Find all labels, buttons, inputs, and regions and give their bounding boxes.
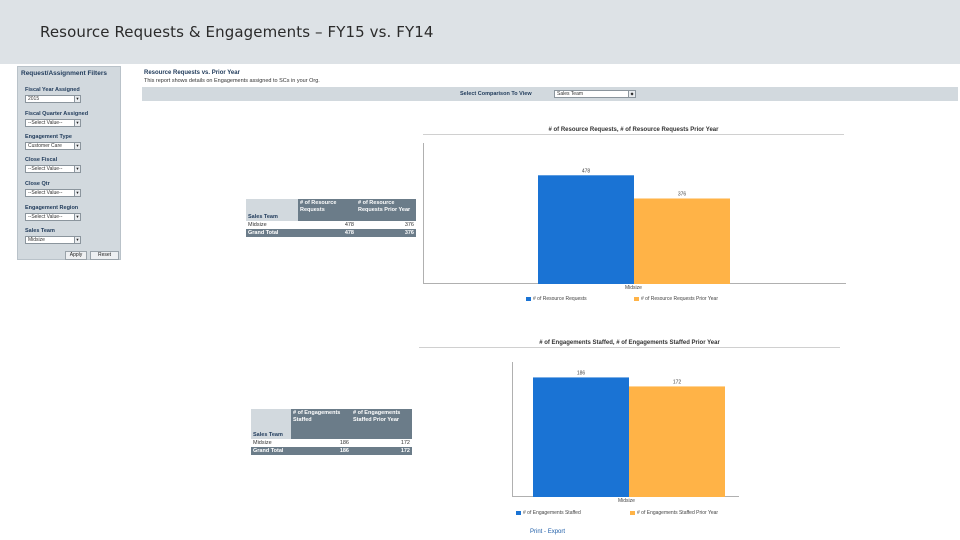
fiscal-year-label: Fiscal Year Assigned <box>25 87 80 93</box>
comparison-bar: Select Comparison To View Sales Team ◆ <box>142 87 958 101</box>
chart1-data-label-2: 376 <box>678 191 687 197</box>
table-total-cell: 172 <box>351 447 412 455</box>
table-cell: 172 <box>351 439 412 447</box>
chevron-down-icon[interactable]: ▼ <box>74 166 80 172</box>
table-total-name: Grand Total <box>246 229 298 237</box>
apply-button[interactable]: Apply <box>65 251 87 260</box>
chart1-bar-2[interactable] <box>634 198 730 284</box>
chart2-rule <box>419 347 840 348</box>
chevron-down-icon[interactable]: ▼ <box>74 237 80 243</box>
chevron-down-icon[interactable]: ▼ <box>74 120 80 126</box>
engagements-staffed-table: Sales Team # of Engagements Staffed # of… <box>251 409 412 455</box>
comparison-select[interactable]: Sales Team ◆ <box>554 90 636 98</box>
close-qtr-select[interactable]: --Select Value-- ▼ <box>25 189 81 197</box>
chart1-legend-label-1: # of Resource Requests <box>533 296 587 302</box>
page-title: Resource Requests & Engagements – FY15 v… <box>40 23 434 41</box>
engagement-type-select[interactable]: Customer Care ▼ <box>25 142 81 150</box>
table-header-engagements-staffed-prior: # of Engagements Staffed Prior Year <box>351 409 412 439</box>
engagement-region-label: Engagement Region <box>25 205 79 211</box>
engagement-region-value: --Select Value-- <box>28 214 63 220</box>
sales-team-value: Midsize <box>28 237 45 243</box>
title-bar: Resource Requests & Engagements – FY15 v… <box>0 0 960 64</box>
chart2-data-label-1: 186 <box>577 370 586 376</box>
chevron-down-icon[interactable]: ▼ <box>74 143 80 149</box>
close-qtr-value: --Select Value-- <box>28 190 63 196</box>
table-cell: 186 <box>291 439 351 447</box>
fiscal-year-value: 2015 <box>28 96 40 102</box>
chart1-data-label-1: 478 <box>582 168 591 174</box>
chart1-plot: 478 376 <box>538 168 730 284</box>
table-header-sales-team[interactable]: Sales Team <box>246 199 298 221</box>
chart2-legend-swatch-2 <box>630 511 635 515</box>
chevron-down-icon[interactable]: ▼ <box>74 96 80 102</box>
reset-button[interactable]: Reset <box>90 251 119 260</box>
chart2-legend-label-2: # of Engagements Staffed Prior Year <box>637 510 719 516</box>
close-fiscal-select[interactable]: --Select Value-- ▼ <box>25 165 81 173</box>
close-qtr-label: Close Qtr <box>25 181 50 187</box>
chart1-rule <box>423 134 844 135</box>
table-header-resource-requests: # of Resource Requests <box>298 199 356 221</box>
footer-links: Print - Export <box>530 529 565 535</box>
resource-requests-table: Sales Team # of Resource Requests # of R… <box>246 199 416 237</box>
report-title: Resource Requests vs. Prior Year <box>144 70 240 76</box>
table-header-engagements-staffed: # of Engagements Staffed <box>291 409 351 439</box>
table-total-cell: 186 <box>291 447 351 455</box>
chart1-legend-swatch-1 <box>526 297 531 301</box>
chevron-down-icon[interactable]: ▼ <box>74 190 80 196</box>
table-header-resource-requests-prior: # of Resource Requests Prior Year <box>356 199 416 221</box>
export-link[interactable]: Export <box>547 529 566 535</box>
chart1-title: # of Resource Requests, # of Resource Re… <box>548 127 719 133</box>
engagement-type-label: Engagement Type <box>25 134 72 140</box>
filters-title: Request/Assignment Filters <box>21 70 107 77</box>
fiscal-quarter-label: Fiscal Quarter Assigned <box>25 111 89 117</box>
table-cell: 376 <box>356 221 416 229</box>
table-total-cell: 478 <box>298 229 356 237</box>
chart2-bar-1[interactable] <box>533 377 629 497</box>
sales-team-label: Sales Team <box>25 228 55 234</box>
table-row-name: Midsize <box>251 439 291 447</box>
chart2-category-label: Midsize <box>618 498 635 504</box>
chart2-bar-2[interactable] <box>629 386 725 497</box>
chart1-bar-1[interactable] <box>538 175 634 284</box>
chart2-legend-swatch-1 <box>516 511 521 515</box>
fiscal-quarter-select[interactable]: --Select Value-- ▼ <box>25 119 81 127</box>
chart2-data-label-2: 172 <box>673 379 682 385</box>
engagement-type-value: Customer Care <box>28 143 62 149</box>
print-link[interactable]: Print <box>530 529 543 535</box>
chart1-legend-swatch-2 <box>634 297 639 301</box>
fiscal-quarter-value: --Select Value-- <box>28 120 63 126</box>
table-total-cell: 376 <box>356 229 416 237</box>
chart1-category-label: Midsize <box>625 285 642 291</box>
chart2-legend-label-1: # of Engagements Staffed <box>523 510 581 516</box>
sales-team-select[interactable]: Midsize ▼ <box>25 236 81 244</box>
engagement-region-select[interactable]: --Select Value-- ▼ <box>25 213 81 221</box>
table-row-name: Midsize <box>246 221 298 229</box>
chart2-title: # of Engagements Staffed, # of Engagemen… <box>539 340 720 346</box>
comparison-value: Sales Team <box>557 91 584 97</box>
chart1-legend-label-2: # of Resource Requests Prior Year <box>641 296 718 302</box>
fiscal-year-select[interactable]: 2015 ▼ <box>25 95 81 103</box>
close-fiscal-label: Close Fiscal <box>25 157 58 163</box>
chart2-plot: 186 172 <box>533 370 725 497</box>
chevron-down-icon[interactable]: ◆ <box>628 90 636 98</box>
table-cell: 478 <box>298 221 356 229</box>
chevron-down-icon[interactable]: ▼ <box>74 214 80 220</box>
comparison-label: Select Comparison To View <box>460 91 532 97</box>
report-description: This report shows details on Engagements… <box>144 78 320 84</box>
close-fiscal-value: --Select Value-- <box>28 166 63 172</box>
table-total-name: Grand Total <box>251 447 291 455</box>
table-header-sales-team[interactable]: Sales Team <box>251 409 291 439</box>
filters-panel: Request/Assignment Filters Fiscal Year A… <box>17 66 121 260</box>
link-separator: - <box>542 529 548 535</box>
